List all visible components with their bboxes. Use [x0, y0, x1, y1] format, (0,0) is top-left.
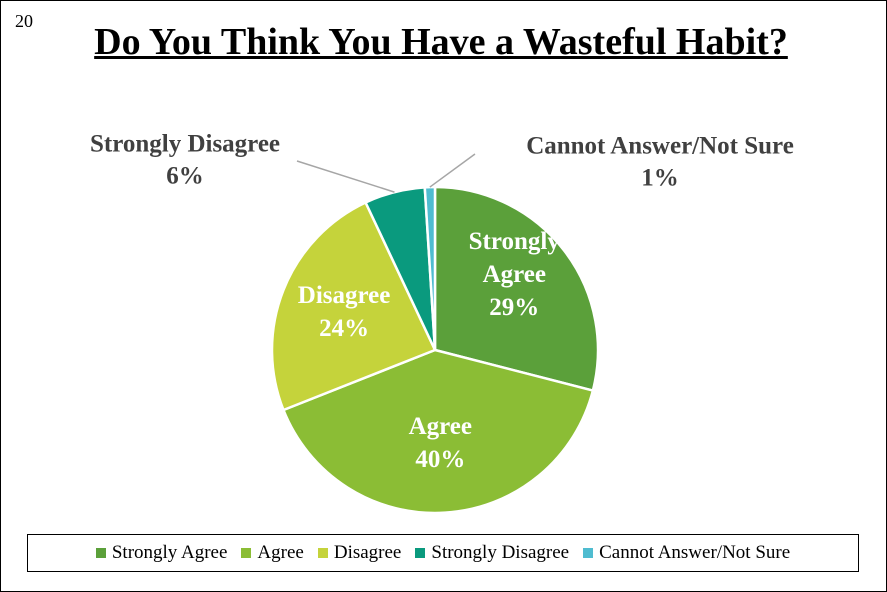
data-label-strongly-agree: Agree	[483, 261, 546, 288]
pie-slice-disagree	[270, 201, 437, 412]
page-number: 20	[15, 11, 33, 31]
leader-line-cannot-answer-not-sure	[429, 153, 476, 188]
legend-item-cannot-answer-not-sure: Cannot Answer/Not Sure	[583, 542, 790, 564]
data-label-cannot-answer-not-sure: 1%	[641, 165, 679, 192]
legend-label-strongly-disagree: Strongly Disagree	[431, 542, 570, 563]
legend-swatch-agree	[241, 548, 252, 558]
legend-label-agree: Agree	[257, 542, 304, 563]
data-label-strongly-agree: 29%	[489, 294, 539, 321]
data-label-disagree: Disagree	[298, 282, 391, 309]
legend-label-disagree: Disagree	[333, 542, 402, 563]
chart-legend: Strongly Agree Agree Disagree Strongly Disa…	[27, 534, 859, 572]
legend-label-cannot-answer-not-sure: Cannot Answer/Not Sure	[599, 542, 791, 563]
data-label-disagree: 24%	[319, 315, 369, 342]
data-label-agree: Agree	[409, 413, 472, 440]
data-label-cannot-answer-not-sure: Cannot Answer/Not Sure	[526, 133, 794, 160]
pie-slice-agree	[282, 348, 595, 515]
legend-label-strongly-agree: Strongly Agree	[111, 542, 228, 563]
legend-swatch-disagree	[317, 548, 328, 558]
legend-item-disagree: Disagree	[317, 542, 402, 564]
legend-swatch-strongly-disagree	[415, 548, 426, 558]
legend-swatch-cannot-answer-not-sure	[583, 548, 594, 558]
legend-item-strongly-agree: Strongly Agree	[95, 542, 228, 564]
leader-line-strongly-disagree	[296, 160, 395, 193]
legend-item-strongly-disagree: Strongly Disagree	[415, 542, 569, 564]
legend-swatch-strongly-agree	[95, 548, 106, 558]
pie-slice-strongly-agree	[433, 185, 600, 392]
data-label-strongly-agree: Strongly	[469, 228, 561, 255]
data-label-strongly-disagree: Strongly Disagree	[90, 131, 280, 158]
legend-item-agree: Agree	[241, 542, 304, 564]
data-label-strongly-disagree: 6%	[166, 163, 204, 190]
data-label-agree: 40%	[415, 446, 465, 473]
pie-slice-cannot-answer-not-sure	[423, 185, 437, 352]
chart-title: Do You Think You Have a Wasteful Habit?	[94, 21, 788, 63]
